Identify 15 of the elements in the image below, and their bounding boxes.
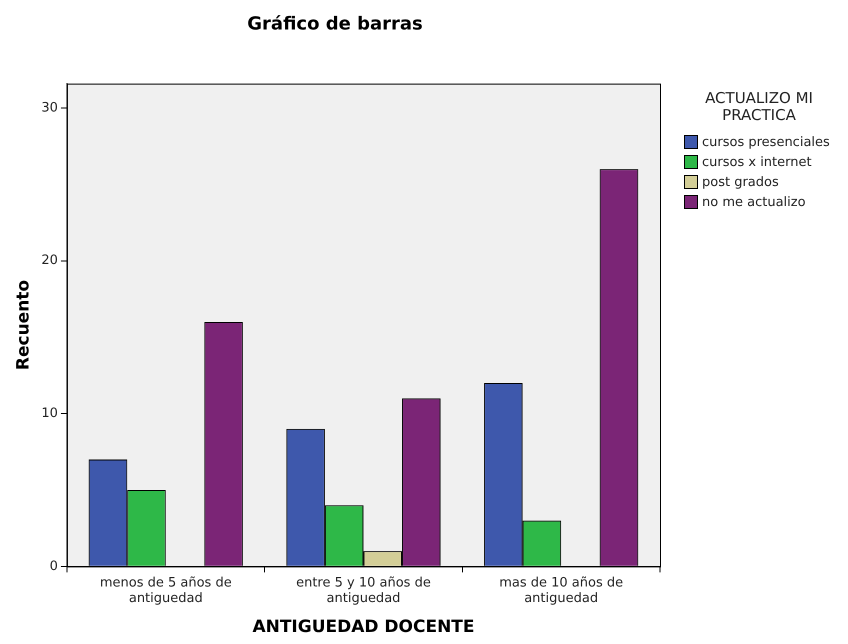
y-tick-label: 20 xyxy=(41,253,58,268)
y-tick-label: 10 xyxy=(41,406,58,421)
x-tick-label: mas de 10 años de antiguedad xyxy=(499,576,624,606)
chart-title: Gráfico de barras xyxy=(247,13,423,34)
legend-label: no me actualizo xyxy=(702,194,806,210)
y-axis-title: Recuento xyxy=(14,280,34,370)
x-axis-title: ANTIGUEDAD DOCENTE xyxy=(252,617,474,638)
x-tick-label: entre 5 y 10 años de antiguedad xyxy=(296,576,431,606)
legend-label: post grados xyxy=(702,174,779,190)
legend-label: cursos x internet xyxy=(702,154,812,170)
legend-title: ACTUALIZO MI PRACTICA xyxy=(704,89,814,124)
x-tick-label: menos de 5 años de antiguedad xyxy=(100,576,232,606)
legend-label: cursos presenciales xyxy=(702,134,830,150)
y-tick-label: 30 xyxy=(41,100,58,116)
y-tick-label: 0 xyxy=(50,558,58,574)
